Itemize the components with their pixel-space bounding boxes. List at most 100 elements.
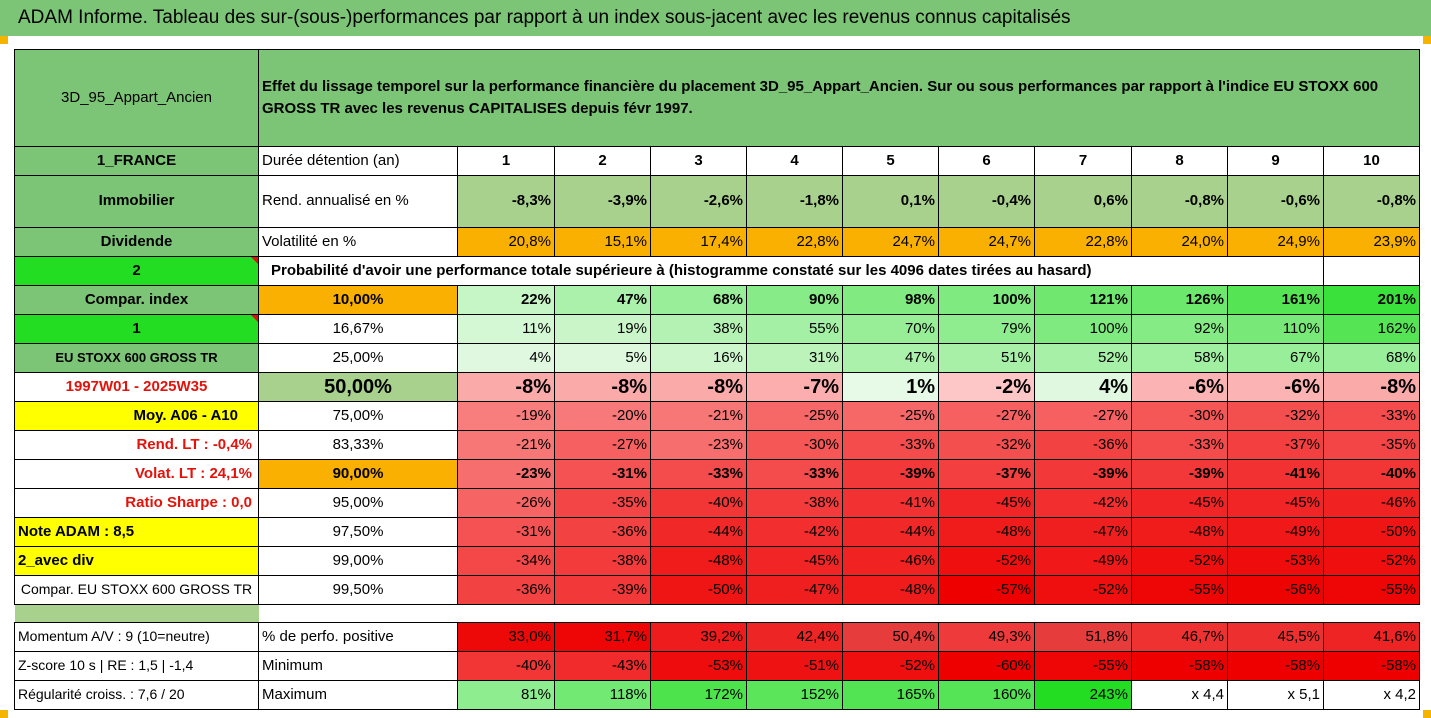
prob-cell: -32% [1227,401,1324,431]
prob-cell: 4% [1034,372,1132,402]
stat-cell: 243% [1034,680,1132,710]
prob-row: 1997W01 - 2025W35 50,00% -8% -8% -8% -7%… [14,372,1420,402]
prob-cell: 47% [554,285,651,315]
rendement-cell: -1,8% [746,175,843,228]
prob-cell: -33% [1323,401,1420,431]
prob-cell: 126% [1131,285,1228,315]
prob-cell: -8% [457,372,555,402]
prob-cell: -46% [842,546,939,576]
stat-cell: -40% [457,651,555,681]
prob-cell: -47% [1034,517,1132,547]
prob-cell: 22% [457,285,555,315]
category-label: Immobilier [14,175,259,228]
prob-cell: -45% [1227,488,1324,518]
volatilite-row: Dividende Volatilité en % 20,8% 15,1% 17… [14,227,1420,257]
prob-cell: 58% [1131,343,1228,373]
prob-cell: -30% [746,430,843,460]
volatilite-cell: 17,4% [650,227,747,257]
prob-cell: 98% [842,285,939,315]
prob-threshold: 10,00% [258,285,458,315]
prob-cell: -36% [1034,430,1132,460]
stat-cell: 39,2% [650,622,747,652]
prob-cell: -38% [554,546,651,576]
prob-cell: 31% [746,343,843,373]
prob-cell: -39% [842,459,939,489]
volatilite-cell: 22,8% [746,227,843,257]
prob-cell: -52% [1323,546,1420,576]
year-header: 1 [457,146,555,176]
volat-lt-label: Volat. LT : 24,1% [14,459,259,489]
volatilite-cell: 24,7% [842,227,939,257]
prob-cell: -33% [1131,430,1228,460]
prob-cell: -48% [650,546,747,576]
spacer-cell [259,605,1420,623]
avec-div-label: 2_avec div [14,546,259,576]
prob-cell: -46% [1323,488,1420,518]
prob-cell: -56% [1227,575,1324,605]
stat-cell: 46,7% [1131,622,1228,652]
prob-cell: -6% [1227,372,1324,402]
prob-cell: -48% [1131,517,1228,547]
volatilite-cell: 24,9% [1227,227,1324,257]
period-label: 1997W01 - 2025W35 [14,372,259,402]
year-header: 10 [1323,146,1420,176]
corner-marker [1423,36,1431,44]
prob-cell: -31% [554,459,651,489]
rendement-cell: -0,4% [938,175,1035,228]
volatilite-cell: 20,8% [457,227,555,257]
prob-cell: -33% [842,430,939,460]
year-header: 3 [650,146,747,176]
rendement-cell: 0,6% [1034,175,1132,228]
country-label: 1_FRANCE [14,146,259,176]
stat-label: Minimum [258,651,458,681]
prob-row: Compar. EU STOXX 600 GROSS TR 99,50% -36… [14,575,1420,605]
prob-cell: -40% [650,488,747,518]
prob-cell: 79% [938,314,1035,344]
stat-cell: 49,3% [938,622,1035,652]
stat-cell: -52% [842,651,939,681]
stat-cell: -53% [650,651,747,681]
stat-cell: -58% [1131,651,1228,681]
stat-cell: 45,5% [1227,622,1324,652]
stat-cell: 42,4% [746,622,843,652]
prob-cell: -21% [457,430,555,460]
prob-cell: -49% [1034,546,1132,576]
prob-cell: -50% [1323,517,1420,547]
prob-threshold: 83,33% [258,430,458,460]
prob-cell: -34% [457,546,555,576]
regularite-label: Régularité croiss. : 7,6 / 20 [14,680,259,710]
stat-cell: -60% [938,651,1035,681]
momentum-label: Momentum A/V : 9 (10=neutre) [14,622,259,652]
volatilite-label: Volatilité en % [258,227,458,257]
probability-caption: Probabilité d'avoir une performance tota… [258,256,1228,286]
stats-row: Régularité croiss. : 7,6 / 20 Maximum 81… [14,680,1420,710]
index-name-label: EU STOXX 600 GROSS TR [14,343,259,373]
prob-cell: 4% [457,343,555,373]
prob-row: Rend. LT : -0,4% 83,33% -21% -27% -23% -… [14,430,1420,460]
prob-cell: -23% [650,430,747,460]
prob-cell: -44% [650,517,747,547]
prob-cell: -39% [1034,459,1132,489]
prob-cell: -42% [746,517,843,547]
prob-cell: -45% [746,546,843,576]
rendement-cell: -8,3% [457,175,555,228]
prob-cell: -20% [554,401,651,431]
volatilite-cell: 22,8% [1034,227,1132,257]
corner-marker [0,710,8,718]
empty-cell [1227,256,1324,286]
prob-cell: -47% [746,575,843,605]
moy-label: Moy. A06 - A10 [14,401,259,431]
stat-label: % de perfo. positive [258,622,458,652]
stat-cell: 81% [457,680,555,710]
stat-cell: 160% [938,680,1035,710]
prob-threshold: 75,00% [258,401,458,431]
prob-cell: -33% [650,459,747,489]
stat-cell: 165% [842,680,939,710]
prob-row: Ratio Sharpe : 0,0 95,00% -26% -35% -40%… [14,488,1420,518]
note-adam-label: Note ADAM : 8,5 [14,517,259,547]
stat-cell: 33,0% [457,622,555,652]
prob-row: 2_avec div 99,00% -34% -38% -48% -45% -4… [14,546,1420,576]
stat-cell: 118% [554,680,651,710]
prob-threshold: 99,50% [258,575,458,605]
description: Effet du lissage temporel sur la perform… [258,49,1420,147]
